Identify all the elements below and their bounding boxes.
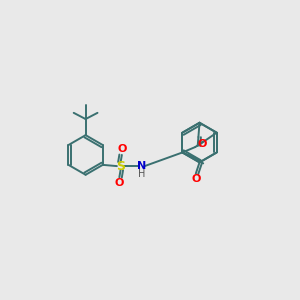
Text: O: O bbox=[117, 144, 127, 154]
Text: O: O bbox=[115, 178, 124, 188]
Text: H: H bbox=[138, 169, 145, 178]
Text: O: O bbox=[197, 140, 207, 149]
Text: S: S bbox=[116, 160, 125, 172]
Text: O: O bbox=[191, 174, 200, 184]
Text: N: N bbox=[137, 160, 146, 171]
